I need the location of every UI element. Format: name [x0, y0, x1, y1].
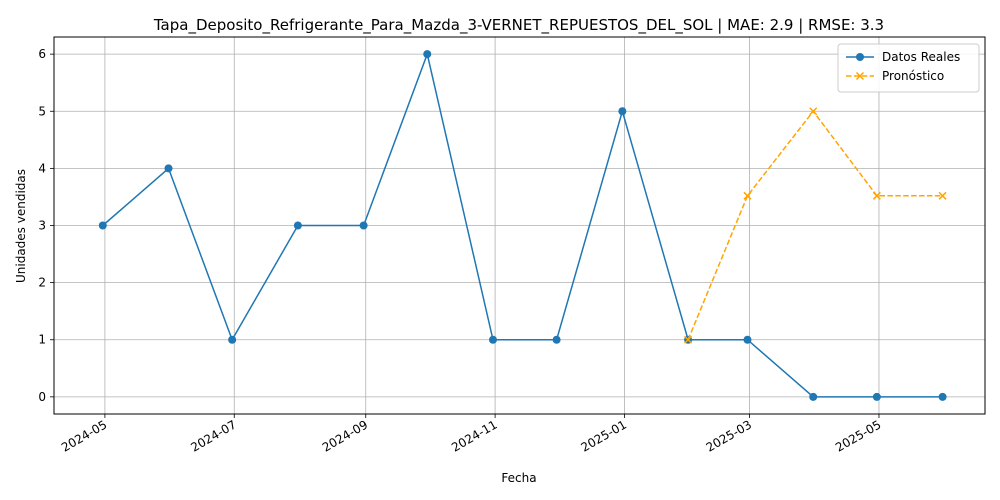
forecast-point — [809, 107, 818, 116]
forecast-point — [743, 191, 752, 200]
data-point — [872, 392, 881, 401]
data-point — [98, 221, 107, 230]
legend-marker-1 — [855, 71, 865, 81]
y-tick-label: 0 — [38, 390, 46, 404]
series-line-0 — [102, 51, 943, 398]
legend-label-1: Pronóstico — [882, 69, 944, 83]
y-tick-label: 6 — [38, 47, 46, 61]
data-point — [488, 335, 497, 344]
y-tick-label: 4 — [38, 161, 46, 175]
y-tick-label: 1 — [38, 333, 46, 347]
data-point — [552, 335, 561, 344]
chart-title: Tapa_Deposito_Refrigerante_Para_Mazda_3-… — [153, 16, 884, 35]
data-point — [293, 221, 302, 230]
y-tick-label: 2 — [38, 276, 46, 290]
data-point — [743, 335, 752, 344]
series-layer — [98, 50, 947, 401]
data-point — [228, 335, 237, 344]
data-point — [938, 392, 947, 401]
data-point — [359, 221, 368, 230]
y-axis: 0 1 2 3 4 5 6 — [38, 47, 54, 404]
grid-lines — [54, 37, 985, 414]
y-axis-label: Unidades vendidas — [14, 169, 28, 283]
forecast-point — [872, 191, 881, 200]
forecast-point — [684, 335, 693, 344]
data-point — [164, 164, 173, 173]
legend: Datos Reales Pronóstico — [837, 43, 980, 93]
y-tick-label: 3 — [38, 219, 46, 233]
data-point — [618, 107, 627, 116]
data-point — [423, 50, 432, 59]
legend-box — [837, 43, 980, 93]
x-axis-label: Fecha — [501, 471, 536, 485]
forecast-point — [938, 191, 947, 200]
legend-marker-0 — [856, 53, 864, 61]
y-tick-label: 5 — [38, 104, 46, 118]
data-point — [809, 392, 818, 401]
legend-label-0: Datos Reales — [882, 50, 960, 64]
